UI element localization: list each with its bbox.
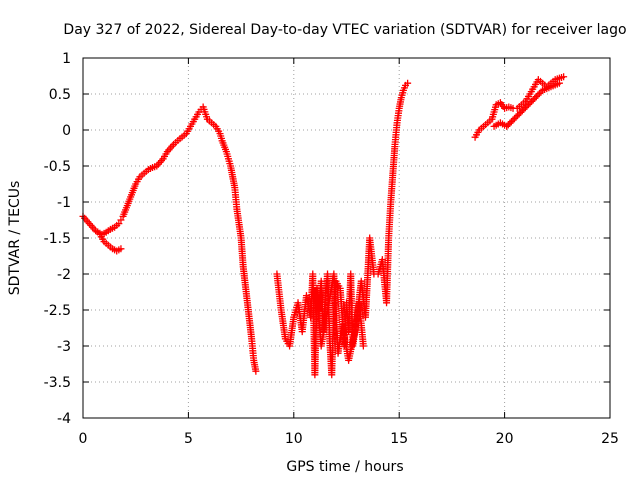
data-point — [514, 111, 522, 119]
data-point — [518, 107, 526, 115]
data-point — [512, 113, 520, 121]
data-point — [115, 220, 123, 228]
data-point — [507, 118, 515, 126]
y-tick-label: -2 — [57, 267, 71, 283]
data-point — [404, 79, 412, 87]
data-point — [531, 94, 539, 102]
data-point — [117, 216, 125, 224]
data-point — [506, 119, 514, 127]
y-axis-label: SDTVAR / TECUs — [7, 181, 23, 296]
data-point — [117, 245, 125, 253]
data-point — [521, 104, 529, 112]
x-tick-label: 5 — [184, 431, 193, 447]
data-point — [252, 367, 260, 375]
data-point — [525, 100, 533, 108]
data-point — [535, 90, 543, 98]
data-point — [510, 115, 518, 123]
data-point — [528, 97, 536, 105]
data-point — [504, 121, 512, 129]
x-tick-label: 15 — [390, 431, 408, 447]
data-point — [509, 116, 517, 124]
y-tick-label: -4 — [57, 411, 71, 427]
x-axis-label: GPS time / hours — [286, 459, 403, 475]
data-point — [529, 96, 537, 104]
x-tick-label: 20 — [496, 431, 514, 447]
data-point — [517, 108, 525, 116]
y-tick-label: -1.5 — [44, 231, 71, 247]
data-point — [532, 93, 540, 101]
y-tick-label: -1 — [57, 195, 71, 211]
data-point — [520, 105, 528, 113]
grid-lines — [83, 58, 610, 418]
axis-ticks: 0 5 10 15 20 25 1 0.5 0 -0.5 -1 -1.5 -2 -2.5 -3 -3.5 -4 — [44, 51, 619, 447]
data-point — [503, 122, 511, 130]
y-tick-label: -3.5 — [44, 375, 71, 391]
y-tick-label: -3 — [57, 339, 71, 355]
chart-title: Day 327 of 2022, Sidereal Day-to-day VTE… — [63, 22, 626, 38]
data-point — [537, 88, 545, 96]
y-tick-label: -0.5 — [44, 159, 71, 175]
y-tick-label: 0 — [62, 123, 71, 139]
data-point — [534, 91, 542, 99]
y-tick-label: 1 — [62, 51, 71, 67]
x-tick-label: 10 — [285, 431, 303, 447]
data-point — [560, 73, 568, 81]
data-points — [79, 73, 568, 379]
x-tick-label: 0 — [79, 431, 88, 447]
data-point — [523, 102, 531, 110]
data-point — [555, 79, 563, 87]
plot-frame — [82, 57, 611, 419]
data-point — [515, 110, 523, 118]
y-tick-label: 0.5 — [49, 87, 71, 103]
data-point — [359, 342, 367, 350]
y-tick-label: -2.5 — [44, 303, 71, 319]
x-tick-label: 25 — [601, 431, 619, 447]
data-point — [526, 99, 534, 107]
